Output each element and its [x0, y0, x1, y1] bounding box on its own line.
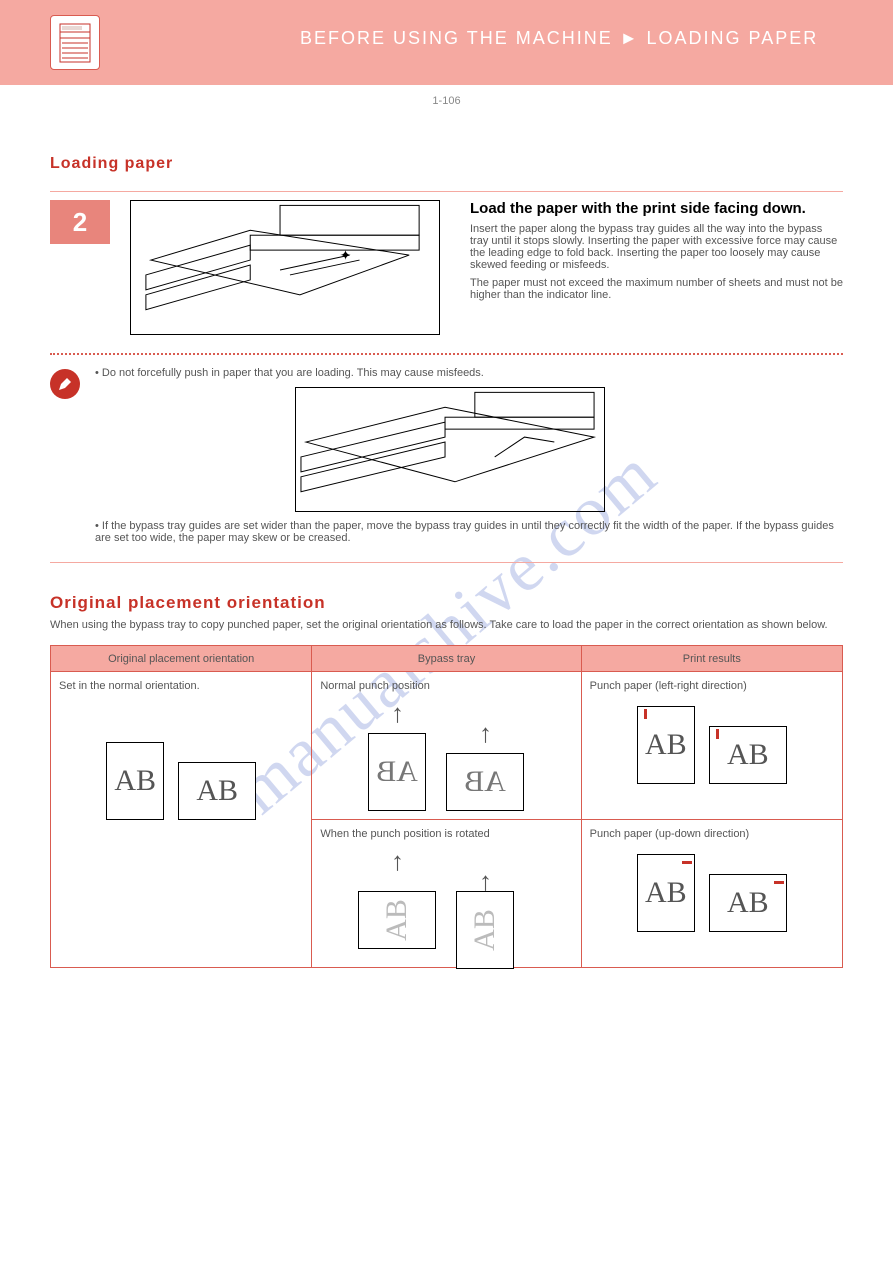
- th-tray: Bypass tray: [312, 646, 581, 672]
- note-image: [295, 387, 605, 512]
- card-text: AB: [468, 909, 502, 951]
- section-orientation-desc: When using the bypass tray to copy punch…: [50, 619, 843, 631]
- printer-icon: [50, 15, 100, 70]
- card-ab-landscape-result: AB: [709, 726, 787, 784]
- step-heading: Load the paper with the print side facin…: [470, 200, 843, 217]
- card-text: AB: [465, 765, 507, 799]
- card-text: AB: [377, 755, 419, 789]
- results-normal-cards: AB AB: [590, 706, 834, 784]
- punch-mark-icon: [682, 861, 692, 864]
- card-text: AB: [196, 774, 238, 808]
- cell-tray-normal-caption: Normal punch position: [320, 680, 572, 692]
- step-text: Load the paper with the print side facin…: [460, 200, 843, 335]
- divider-thin-2: [50, 562, 843, 563]
- original-cards: AB AB: [59, 742, 303, 820]
- card-text: AB: [114, 764, 156, 798]
- card-ab-portrait-result2: AB: [637, 854, 695, 932]
- arrow-up-icon: ↑: [479, 718, 492, 749]
- cell-results-normal-caption: Punch paper (left-right direction): [590, 680, 834, 692]
- page-root: manualshive.com BEFORE USING THE MACHINE…: [0, 0, 893, 1263]
- page-number: 1-106: [432, 95, 460, 107]
- note-line-1: • Do not forcefully push in paper that y…: [95, 367, 843, 379]
- punch-mark-icon: [644, 709, 647, 719]
- table-header-row: Original placement orientation Bypass tr…: [51, 646, 843, 672]
- punch-mark-icon: [774, 881, 784, 884]
- card-text: AB: [645, 728, 687, 762]
- card-ab-rot-portrait: AB: [358, 891, 436, 949]
- tray-rotated-group: ↑ AB ↑ AB: [320, 846, 572, 959]
- cell-tray-normal: Normal punch position ↑ AB ↑ AB: [312, 672, 581, 820]
- cell-original-caption: Set in the normal orientation.: [59, 680, 303, 692]
- cell-original: Set in the normal orientation. AB AB: [51, 672, 312, 968]
- tray-col: ↑ AB: [368, 698, 426, 811]
- th-original: Original placement orientation: [51, 646, 312, 672]
- pencil-icon: [50, 369, 80, 399]
- content-area: 1-106 Loading paper 2 ✦ Load the p: [0, 85, 893, 968]
- section-loading-paper: Loading paper: [50, 155, 843, 173]
- tray-col: ↑ AB: [446, 866, 524, 959]
- orientation-table: Original placement orientation Bypass tr…: [50, 645, 843, 968]
- card-ab-mirror-portrait: AB: [368, 733, 426, 811]
- tray-col: ↑ AB: [446, 718, 524, 811]
- top-banner: BEFORE USING THE MACHINE ► LOADING PAPER: [0, 0, 893, 85]
- divider-thin-1: [50, 191, 843, 192]
- card-text: AB: [727, 886, 769, 920]
- step-block: 2 ✦ Load the paper with the print side f…: [50, 200, 843, 335]
- note-line-2: • If the bypass tray guides are set wide…: [95, 520, 843, 544]
- svg-text:✦: ✦: [340, 247, 352, 263]
- cell-results-rotated: Punch paper (up-down direction) AB AB: [581, 820, 842, 968]
- note-body: • Do not forcefully push in paper that y…: [95, 367, 843, 544]
- card-ab-mirror-landscape: AB: [446, 753, 524, 811]
- tray-col: ↑ AB: [368, 846, 426, 959]
- section-orientation-heading: Original placement orientation: [50, 593, 843, 613]
- cell-results-rotated-caption: Punch paper (up-down direction): [590, 828, 834, 840]
- card-text: AB: [645, 876, 687, 910]
- cell-tray-rotated: When the punch position is rotated ↑ AB …: [312, 820, 581, 968]
- results-rotated-cards: AB AB: [590, 854, 834, 932]
- divider-dotted: [50, 353, 843, 355]
- cell-tray-rotated-caption: When the punch position is rotated: [320, 828, 572, 840]
- th-results: Print results: [581, 646, 842, 672]
- card-ab-landscape-result2: AB: [709, 874, 787, 932]
- card-ab-landscape: AB: [178, 762, 256, 820]
- card-text: AB: [727, 738, 769, 772]
- table-row: Set in the normal orientation. AB AB Nor…: [51, 672, 843, 820]
- tray-normal-group: ↑ AB ↑ AB: [320, 698, 572, 811]
- card-ab-portrait-result: AB: [637, 706, 695, 784]
- cell-results-normal: Punch paper (left-right direction) AB AB: [581, 672, 842, 820]
- card-ab-rot-landscape: AB: [456, 891, 514, 969]
- arrow-up-icon: ↑: [391, 846, 404, 877]
- banner-title: BEFORE USING THE MACHINE ► LOADING PAPER: [300, 28, 818, 49]
- step-image: ✦: [130, 200, 440, 335]
- card-text: AB: [380, 899, 414, 941]
- step-desc-2: The paper must not exceed the maximum nu…: [470, 277, 843, 301]
- step-desc-1: Insert the paper along the bypass tray g…: [470, 223, 843, 271]
- card-ab-portrait: AB: [106, 742, 164, 820]
- step-number-badge: 2: [50, 200, 110, 244]
- note-block: • Do not forcefully push in paper that y…: [50, 367, 843, 544]
- punch-mark-icon: [716, 729, 719, 739]
- arrow-up-icon: ↑: [391, 698, 404, 729]
